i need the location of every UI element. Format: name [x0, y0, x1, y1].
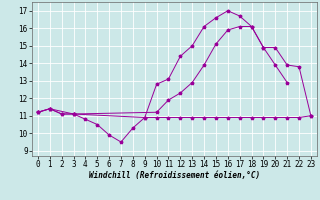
X-axis label: Windchill (Refroidissement éolien,°C): Windchill (Refroidissement éolien,°C)	[89, 171, 260, 180]
